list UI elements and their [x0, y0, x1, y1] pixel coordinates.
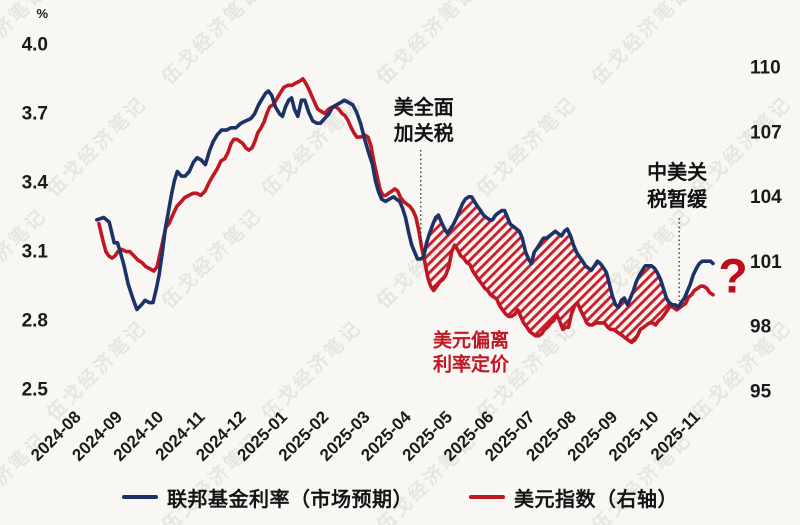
tariff-annotation-text: 美全面	[394, 95, 454, 119]
right-axis-tick-label: 98	[750, 317, 771, 338]
line-chart: % 4.03.73.43.12.82.511010710410198952024…	[22, 6, 783, 465]
legend-swatch-blue-line	[122, 495, 158, 499]
deviation-annotation-text: 美元偏离	[433, 329, 509, 352]
left-axis-tick-label: 2.8	[22, 311, 48, 332]
legend-item-fed-funds-rate: 联邦基金利率（市场预期）	[122, 483, 413, 512]
left-axis-tick-label: 4.0	[22, 35, 48, 56]
left-axis-unit-label: %	[36, 6, 48, 21]
left-axis-tick-label: 3.7	[22, 104, 48, 125]
truce-annotation-text: 中美关	[647, 160, 707, 184]
right-axis-tick-label: 104	[750, 187, 782, 208]
legend-swatch-red-line	[469, 495, 505, 499]
right-axis-tick-label: 95	[750, 382, 772, 403]
truce-annotation-text: 税暂缓	[647, 187, 708, 211]
series-line-fed-funds-rate	[95, 89, 715, 312]
left-axis-tick-label: 2.5	[22, 380, 49, 401]
left-axis-tick-label: 3.1	[22, 242, 49, 263]
deviation-annotation-text: 利率定价	[433, 353, 510, 376]
legend: 联邦基金利率（市场预期） 美元指数（右轴）	[0, 472, 800, 522]
left-axis-tick-label: 3.4	[22, 173, 49, 194]
question-mark: ?	[718, 251, 747, 304]
right-axis-tick-label: 110	[750, 58, 781, 79]
legend-item-dollar-index: 美元指数（右轴）	[469, 483, 678, 512]
right-axis-tick-label: 107	[750, 122, 782, 143]
tariff-annotation-text: 加关税	[393, 121, 454, 145]
right-axis-tick-label: 101	[750, 252, 782, 273]
legend-label-dollar-index: 美元指数（右轴）	[514, 488, 678, 511]
legend-label-fed-funds-rate: 联邦基金利率（市场预期）	[167, 488, 413, 511]
